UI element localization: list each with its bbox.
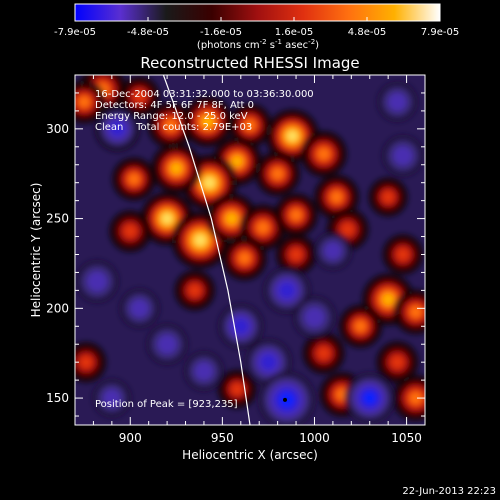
x-axis-label: Heliocentric X (arcsec) (182, 448, 318, 462)
heatmap-blob (79, 355, 93, 369)
heatmap-blob (188, 283, 202, 298)
heatmap-blob (390, 355, 405, 370)
heatmap-blob (233, 318, 249, 334)
plot-frame (74, 74, 426, 426)
footer-timestamp: 22-Jun-2013 22:23 (402, 486, 496, 497)
heatmap-blob (382, 293, 394, 306)
heatmap-blob (256, 221, 270, 234)
colorbar-ticks: -7.9e-05 -4.8e-05 -1.6e-05 1.6e-05 4.8e-05 7.… (54, 17, 459, 38)
colorbar-tick-label: -1.6e-05 (200, 27, 242, 38)
heatmap-blob (225, 212, 238, 225)
annotation-time: 16-Dec-2004 03:31:32.000 to 03:36:30.000 (95, 89, 314, 100)
y-tick-label: 200 (46, 301, 69, 315)
heatmap-blob (317, 147, 330, 161)
colorbar-tick-label: -7.9e-05 (54, 27, 96, 38)
heatmap-blob (162, 213, 173, 224)
annotation-peak: Position of Peak = [923,235] (95, 399, 238, 410)
x-axis-ticks: 900 950 1000 1050 (74, 75, 426, 445)
heatmap-blob (287, 130, 298, 142)
heatmap-blob (231, 155, 243, 167)
heatmap-blob (260, 354, 277, 371)
x-tick-label: 950 (211, 431, 234, 445)
heatmap-blob (304, 307, 325, 328)
colorbar (74, 3, 441, 22)
colorbar-tick-label: 7.9e-05 (421, 27, 459, 38)
heatmap-blob (388, 92, 407, 111)
heatmap-blob (362, 391, 377, 405)
annotation-clean: Clean Total counts: 2.79E+03 (95, 122, 252, 133)
heatmap-blob (202, 116, 214, 128)
y-tick-label: 150 (46, 391, 69, 405)
heatmap-blob (78, 96, 90, 108)
heatmap-blob (230, 382, 244, 396)
y-tick-label: 250 (46, 212, 69, 226)
colorbar-tick-label: 1.6e-05 (275, 27, 313, 38)
heatmap-blob (132, 89, 147, 104)
heatmap-blob (409, 391, 422, 405)
heatmap-blob (87, 271, 107, 292)
heatmap-blob (324, 242, 342, 260)
heatmap-blob (396, 247, 410, 262)
chart-title: Reconstructed RHESSI Image (140, 54, 359, 72)
colorbar-unit-label: (photons cm-2 s-1 asec-2) (197, 38, 319, 51)
heatmap-blob (330, 191, 343, 203)
x-tick-label: 900 (119, 431, 142, 445)
heatmap-blob (110, 121, 125, 137)
heatmap-blob (354, 320, 367, 332)
heatmap-blob (195, 362, 213, 381)
heatmap-blob (194, 234, 206, 246)
heatmap-blob (393, 146, 413, 166)
solar-limb-curve (162, 75, 251, 425)
heatmap-blob (290, 209, 302, 221)
peak-marker (283, 397, 287, 402)
heatmap-blob (170, 162, 182, 174)
heatmap-blob (278, 282, 295, 299)
heatmap-blob (164, 119, 177, 132)
annotation-energy: Energy Range: 12.0 - 25.0 keV (95, 111, 248, 122)
heatmap-blob (123, 224, 138, 239)
heatmap-blob (381, 190, 395, 204)
x-tick-label: 1050 (391, 431, 422, 445)
x-tick-label: 1000 (299, 431, 330, 445)
y-axis-ticks: 150 200 250 300 (46, 74, 425, 417)
heatmap-blob (103, 389, 121, 407)
y-axis-label: Heliocentric Y (arcsec) (29, 183, 43, 318)
annotation-detectors: Detectors: 4F 5F 6F 7F 8F, Att 0 (95, 100, 254, 111)
heatmap-blob (409, 306, 422, 318)
heatmap-blob (340, 222, 355, 237)
heatmap-blob (244, 119, 256, 131)
heatmap (75, 75, 425, 425)
heatmap-blob (271, 167, 284, 180)
heatmap-blob (130, 299, 149, 318)
heatmap-blob (128, 173, 140, 185)
heatmap-blob (204, 177, 215, 189)
heatmap-blob (316, 346, 331, 361)
heatmap-blob (289, 247, 303, 262)
y-tick-label: 300 (46, 122, 69, 136)
heatmap-blob (157, 334, 177, 354)
colorbar-tick-label: -4.8e-05 (127, 27, 169, 38)
colorbar-tick-label: 4.8e-05 (348, 27, 386, 38)
heatmap-blob (238, 252, 251, 264)
